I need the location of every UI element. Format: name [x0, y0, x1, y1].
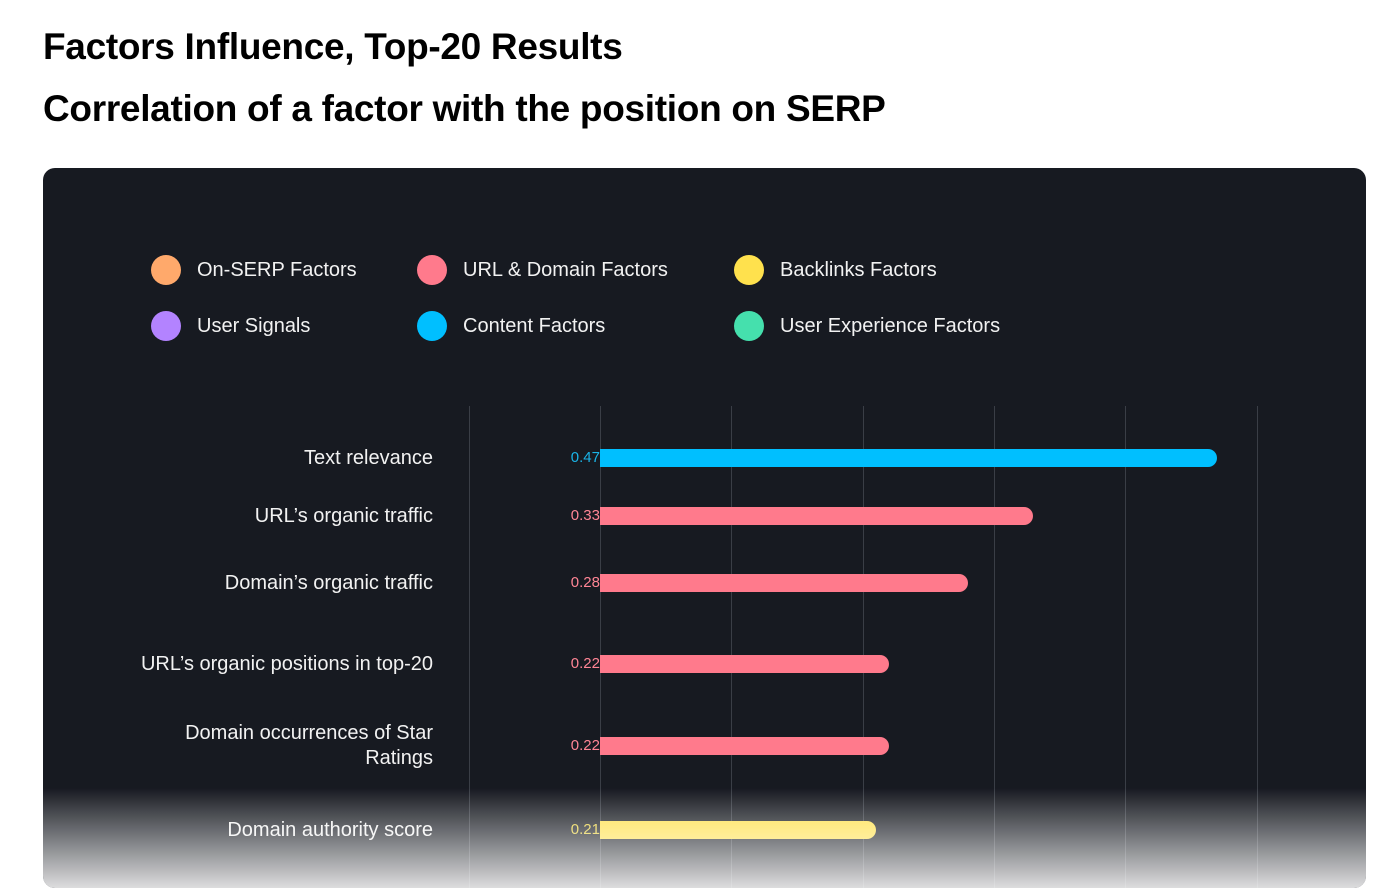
chart-subtitle: Correlation of a factor with the positio… — [43, 88, 886, 129]
gridline — [468, 406, 470, 888]
value-label: 0.33 — [570, 507, 600, 524]
legend-label: Backlinks Factors — [780, 258, 937, 281]
bar — [600, 507, 1034, 525]
gridline — [1256, 406, 1258, 888]
legend-label: URL & Domain Factors — [463, 258, 668, 281]
legend-label: On-SERP Factors — [197, 258, 357, 281]
gridline — [862, 406, 864, 888]
legend-label: Content Factors — [463, 314, 606, 337]
bar — [600, 655, 889, 673]
gridline — [731, 406, 733, 888]
value-label: 0.22 — [570, 655, 600, 672]
legend-item: User Experience Factors — [734, 311, 1000, 341]
factor-label: Domain authority score — [227, 818, 433, 841]
legend-dot-icon — [151, 255, 181, 285]
legend-dot-icon — [417, 255, 447, 285]
legend-item: Backlinks Factors — [734, 255, 937, 285]
gridline — [993, 406, 995, 888]
value-label: 0.47 — [570, 449, 600, 466]
legend-label: User Signals — [197, 314, 311, 337]
factor-label: Domain occurrences of Star Ratings — [185, 722, 433, 769]
bar — [600, 449, 1218, 467]
chart-title: Factors Influence, Top-20 Results — [43, 26, 623, 67]
legend-item: User Signals — [151, 311, 310, 341]
legend-item: Content Factors — [417, 311, 605, 341]
gridline — [1125, 406, 1127, 888]
bar — [600, 821, 876, 839]
value-label: 0.21 — [570, 821, 600, 838]
bar — [600, 574, 968, 592]
legend-item: On-SERP Factors — [151, 255, 357, 285]
legend-item: URL & Domain Factors — [417, 255, 668, 285]
gridline — [600, 406, 601, 888]
legend-label: User Experience Factors — [780, 314, 1001, 337]
legend-dot-icon — [734, 255, 764, 285]
factor-label: Domain’s organic traffic — [224, 571, 433, 594]
value-label: 0.22 — [570, 737, 600, 754]
factor-label: Text relevance — [304, 446, 433, 469]
factor-label: URL’s organic traffic — [254, 504, 433, 527]
legend-dot-icon — [151, 311, 181, 341]
factor-label: URL’s organic positions in top-20 — [140, 652, 433, 675]
bar — [600, 737, 889, 755]
legend-dot-icon — [417, 311, 447, 341]
chart-card: On-SERP Factors URL & Domain Factors Backl… — [43, 168, 1366, 888]
legend-dot-icon — [734, 311, 764, 341]
value-label: 0.28 — [570, 574, 600, 591]
